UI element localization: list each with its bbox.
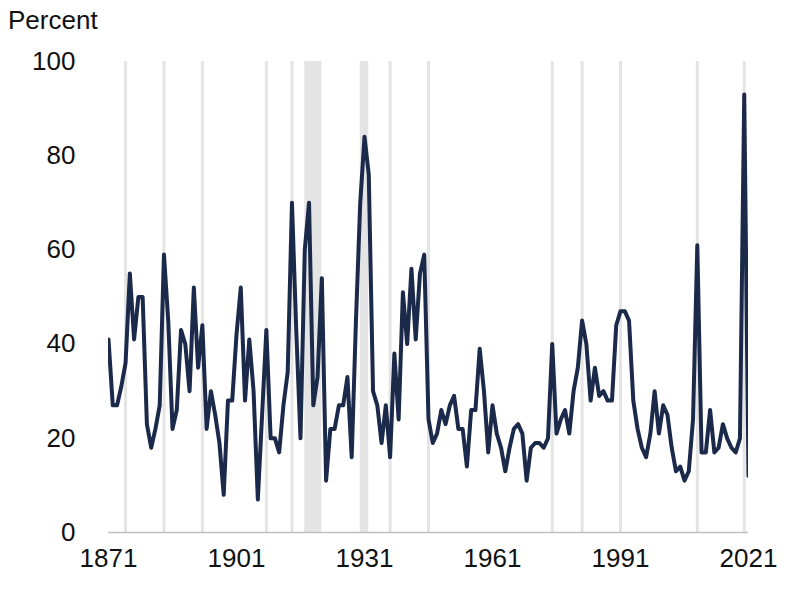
svg-text:1931: 1931 xyxy=(336,543,394,573)
svg-text:2021: 2021 xyxy=(720,543,778,573)
svg-text:0: 0 xyxy=(61,517,75,547)
svg-text:1901: 1901 xyxy=(208,543,266,573)
svg-text:100: 100 xyxy=(32,46,75,76)
svg-text:1991: 1991 xyxy=(592,543,650,573)
svg-text:40: 40 xyxy=(47,328,76,358)
svg-text:1961: 1961 xyxy=(464,543,522,573)
svg-text:80: 80 xyxy=(47,140,76,170)
svg-text:60: 60 xyxy=(47,234,76,264)
svg-text:20: 20 xyxy=(47,423,76,453)
html-text:Percent: Percent xyxy=(8,5,98,35)
svg-text:1871: 1871 xyxy=(80,543,138,573)
